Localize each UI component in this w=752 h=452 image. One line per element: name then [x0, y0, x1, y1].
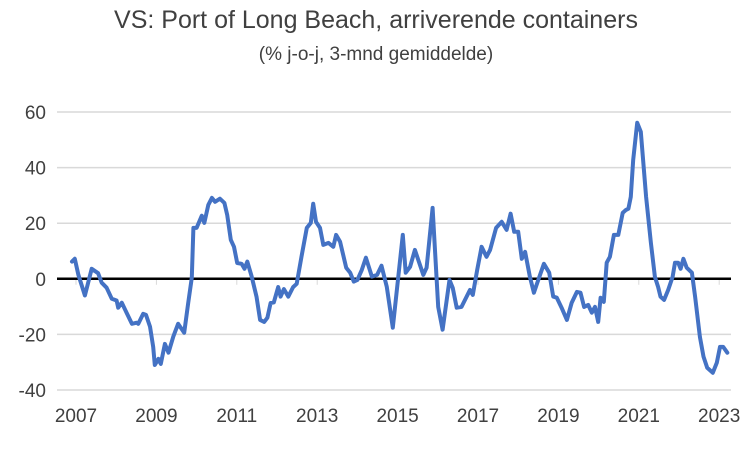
y-tick-label: -20 [19, 325, 46, 346]
chart-subtitle: (% j-o-j, 3-mnd gemiddelde) [258, 44, 494, 65]
y-tick-label: -40 [19, 381, 46, 402]
y-tick-label: 40 [25, 159, 46, 180]
x-tick-label: 2019 [537, 406, 579, 427]
y-tick-label: 20 [25, 214, 46, 235]
y-tick-label: 60 [25, 103, 46, 124]
chart-title: VS: Port of Long Beach, arriverende cont… [114, 6, 638, 34]
x-tick-label: 2021 [618, 406, 660, 427]
x-tick-label: 2023 [698, 406, 740, 427]
y-tick-label: 0 [35, 270, 46, 291]
x-tick-label: 2015 [376, 406, 418, 427]
series-line [70, 120, 730, 375]
x-tick-label: 2013 [296, 406, 338, 427]
x-tick-label: 2009 [135, 406, 177, 427]
x-tick-label: 2011 [216, 406, 257, 427]
x-tick-label: 2017 [457, 406, 499, 427]
x-tick-label: 2007 [55, 406, 97, 427]
